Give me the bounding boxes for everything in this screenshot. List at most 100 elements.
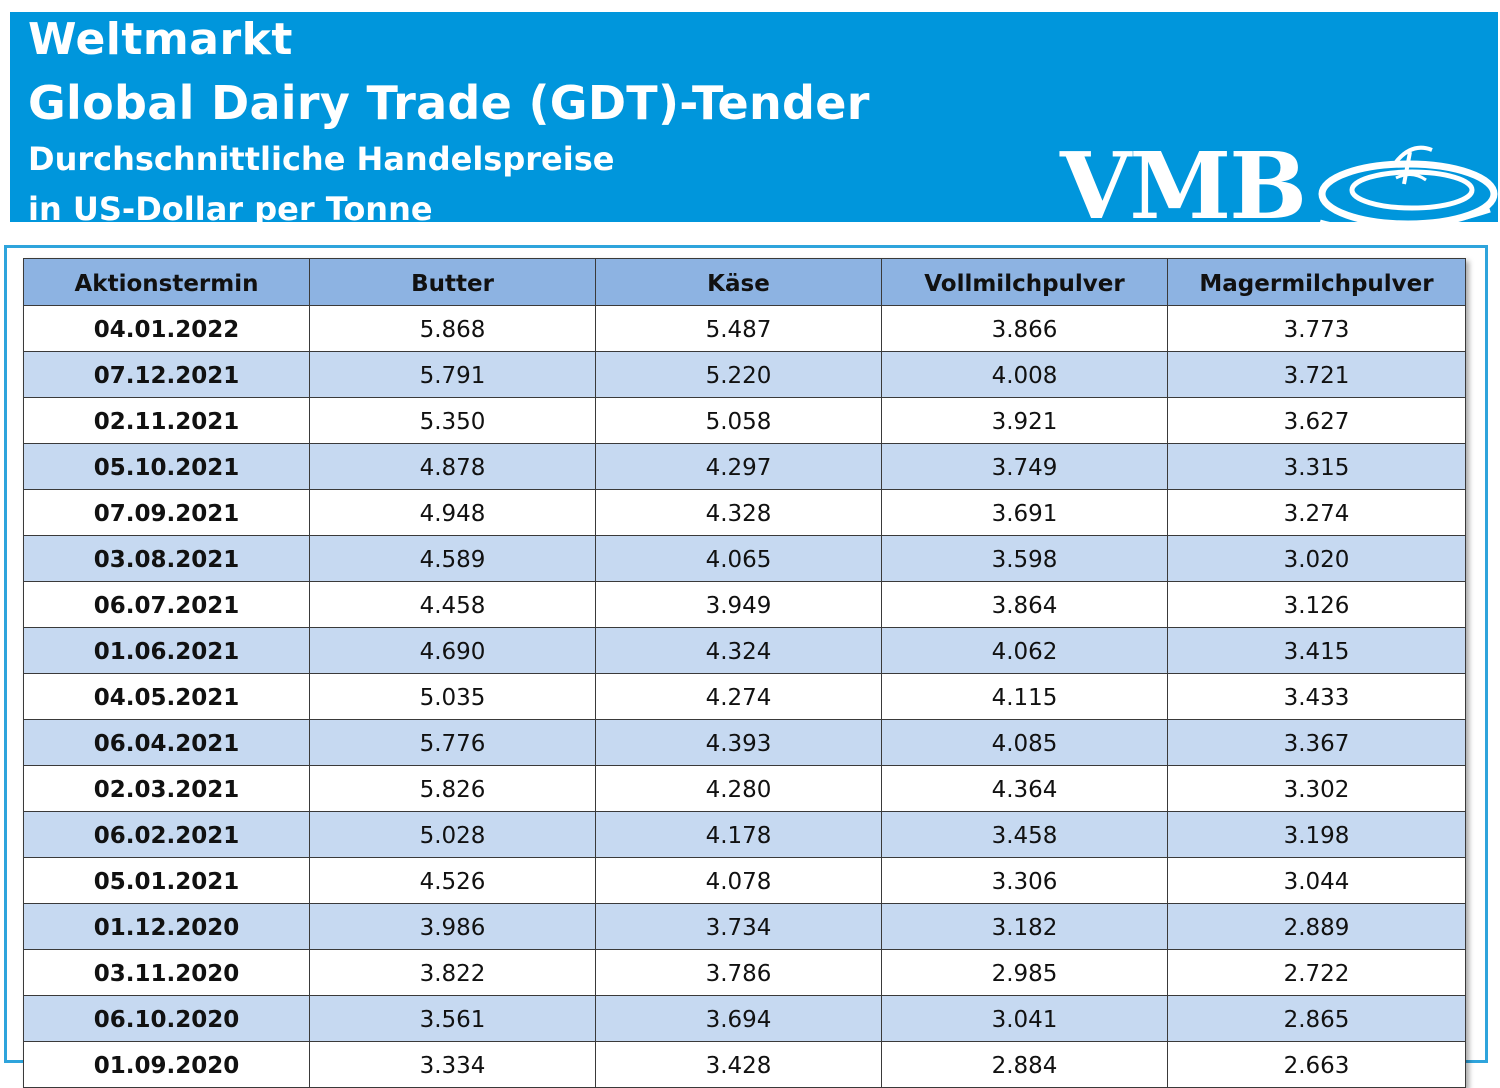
cell-vollmilchpulver: 3.598 [881, 535, 1168, 582]
cell-butter: 4.690 [309, 627, 596, 674]
vmb-logo-text: VMB [1060, 132, 1307, 222]
cell-kaese: 4.324 [595, 627, 882, 674]
cell-kaese: 3.734 [595, 903, 882, 950]
cell-butter: 3.561 [309, 995, 596, 1042]
cell-butter: 5.868 [309, 305, 596, 352]
cell-butter: 4.458 [309, 581, 596, 628]
cell-magermilchpulver: 2.889 [1167, 903, 1466, 950]
cell-magermilchpulver: 2.865 [1167, 995, 1466, 1042]
table-row: 06.02.2021 5.028 4.178 3.458 3.198 [23, 811, 1466, 858]
cell-magermilchpulver: 3.415 [1167, 627, 1466, 674]
cell-date: 02.11.2021 [23, 397, 310, 444]
cell-butter: 4.589 [309, 535, 596, 582]
table-row: 04.05.2021 5.035 4.274 4.115 3.433 [23, 673, 1466, 720]
cell-butter: 5.035 [309, 673, 596, 720]
cell-butter: 5.776 [309, 719, 596, 766]
cell-vollmilchpulver: 3.458 [881, 811, 1168, 858]
table-row: 06.10.2020 3.561 3.694 3.041 2.865 [23, 995, 1466, 1042]
description-line-2: in US-Dollar per Tonne [28, 190, 433, 222]
cell-butter: 4.948 [309, 489, 596, 536]
cell-date: 07.09.2021 [23, 489, 310, 536]
column-header-magermilchpulver: Magermilchpulver [1167, 258, 1466, 306]
table-header-row: Aktionstermin Butter Käse Vollmilchpulve… [23, 258, 1466, 306]
cell-butter: 3.822 [309, 949, 596, 996]
table-row: 04.01.2022 5.868 5.487 3.866 3.773 [23, 305, 1466, 352]
table-row: 01.12.2020 3.986 3.734 3.182 2.889 [23, 903, 1466, 950]
cell-butter: 5.028 [309, 811, 596, 858]
cell-magermilchpulver: 3.433 [1167, 673, 1466, 720]
cell-kaese: 4.078 [595, 857, 882, 904]
cell-kaese: 3.428 [595, 1041, 882, 1088]
table-row: 02.11.2021 5.350 5.058 3.921 3.627 [23, 397, 1466, 444]
header-banner: Weltmarkt Global Dairy Trade (GDT)-Tende… [10, 12, 1498, 222]
cell-butter: 5.791 [309, 351, 596, 398]
table-row: 07.12.2021 5.791 5.220 4.008 3.721 [23, 351, 1466, 398]
cell-magermilchpulver: 3.302 [1167, 765, 1466, 812]
cell-vollmilchpulver: 3.041 [881, 995, 1168, 1042]
description-line-1: Durchschnittliche Handelspreise [28, 140, 615, 178]
cell-vollmilchpulver: 4.008 [881, 351, 1168, 398]
table-row: 02.03.2021 5.826 4.280 4.364 3.302 [23, 765, 1466, 812]
cell-magermilchpulver: 2.722 [1167, 949, 1466, 996]
cell-vollmilchpulver: 4.062 [881, 627, 1168, 674]
cell-magermilchpulver: 3.315 [1167, 443, 1466, 490]
cell-vollmilchpulver: 3.866 [881, 305, 1168, 352]
cell-vollmilchpulver: 3.691 [881, 489, 1168, 536]
cell-magermilchpulver: 3.773 [1167, 305, 1466, 352]
cell-vollmilchpulver: 4.085 [881, 719, 1168, 766]
table-row: 03.08.2021 4.589 4.065 3.598 3.020 [23, 535, 1466, 582]
cell-kaese: 4.297 [595, 443, 882, 490]
cell-kaese: 4.393 [595, 719, 882, 766]
vmb-logo-icon [1318, 145, 1498, 222]
cell-vollmilchpulver: 3.864 [881, 581, 1168, 628]
cell-kaese: 4.065 [595, 535, 882, 582]
cell-vollmilchpulver: 3.306 [881, 857, 1168, 904]
cell-vollmilchpulver: 3.749 [881, 443, 1168, 490]
cell-kaese: 3.694 [595, 995, 882, 1042]
cell-date: 07.12.2021 [23, 351, 310, 398]
cell-butter: 3.986 [309, 903, 596, 950]
cell-magermilchpulver: 3.020 [1167, 535, 1466, 582]
cell-kaese: 4.280 [595, 765, 882, 812]
cell-butter: 5.826 [309, 765, 596, 812]
table-body: 04.01.2022 5.868 5.487 3.866 3.773 07.12… [23, 305, 1466, 1088]
cell-date: 05.10.2021 [23, 443, 310, 490]
price-table: Aktionstermin Butter Käse Vollmilchpulve… [23, 258, 1466, 1088]
cell-date: 04.05.2021 [23, 673, 310, 720]
cell-magermilchpulver: 2.663 [1167, 1041, 1466, 1088]
cell-date: 01.12.2020 [23, 903, 310, 950]
page-subtitle: Global Dairy Trade (GDT)-Tender [28, 76, 870, 130]
cell-vollmilchpulver: 2.985 [881, 949, 1168, 996]
cell-butter: 4.526 [309, 857, 596, 904]
cell-date: 02.03.2021 [23, 765, 310, 812]
page-title: Weltmarkt [28, 14, 293, 65]
cell-date: 01.06.2021 [23, 627, 310, 674]
cell-butter: 4.878 [309, 443, 596, 490]
cell-date: 01.09.2020 [23, 1041, 310, 1088]
table-row: 01.09.2020 3.334 3.428 2.884 2.663 [23, 1041, 1466, 1088]
cell-magermilchpulver: 3.274 [1167, 489, 1466, 536]
column-header-vollmilchpulver: Vollmilchpulver [881, 258, 1168, 306]
table-row: 05.01.2021 4.526 4.078 3.306 3.044 [23, 857, 1466, 904]
cell-vollmilchpulver: 4.364 [881, 765, 1168, 812]
cell-kaese: 5.487 [595, 305, 882, 352]
table-row: 01.06.2021 4.690 4.324 4.062 3.415 [23, 627, 1466, 674]
cell-kaese: 4.328 [595, 489, 882, 536]
cell-butter: 3.334 [309, 1041, 596, 1088]
cell-kaese: 3.949 [595, 581, 882, 628]
column-header-butter: Butter [309, 258, 596, 306]
table-row: 06.04.2021 5.776 4.393 4.085 3.367 [23, 719, 1466, 766]
cell-date: 06.07.2021 [23, 581, 310, 628]
table-row: 05.10.2021 4.878 4.297 3.749 3.315 [23, 443, 1466, 490]
cell-date: 06.10.2020 [23, 995, 310, 1042]
cell-magermilchpulver: 3.367 [1167, 719, 1466, 766]
cell-magermilchpulver: 3.044 [1167, 857, 1466, 904]
cell-kaese: 3.786 [595, 949, 882, 996]
cell-date: 04.01.2022 [23, 305, 310, 352]
cell-date: 05.01.2021 [23, 857, 310, 904]
cell-vollmilchpulver: 3.182 [881, 903, 1168, 950]
cell-vollmilchpulver: 4.115 [881, 673, 1168, 720]
column-header-kaese: Käse [595, 258, 882, 306]
table-row: 03.11.2020 3.822 3.786 2.985 2.722 [23, 949, 1466, 996]
table-row: 06.07.2021 4.458 3.949 3.864 3.126 [23, 581, 1466, 628]
